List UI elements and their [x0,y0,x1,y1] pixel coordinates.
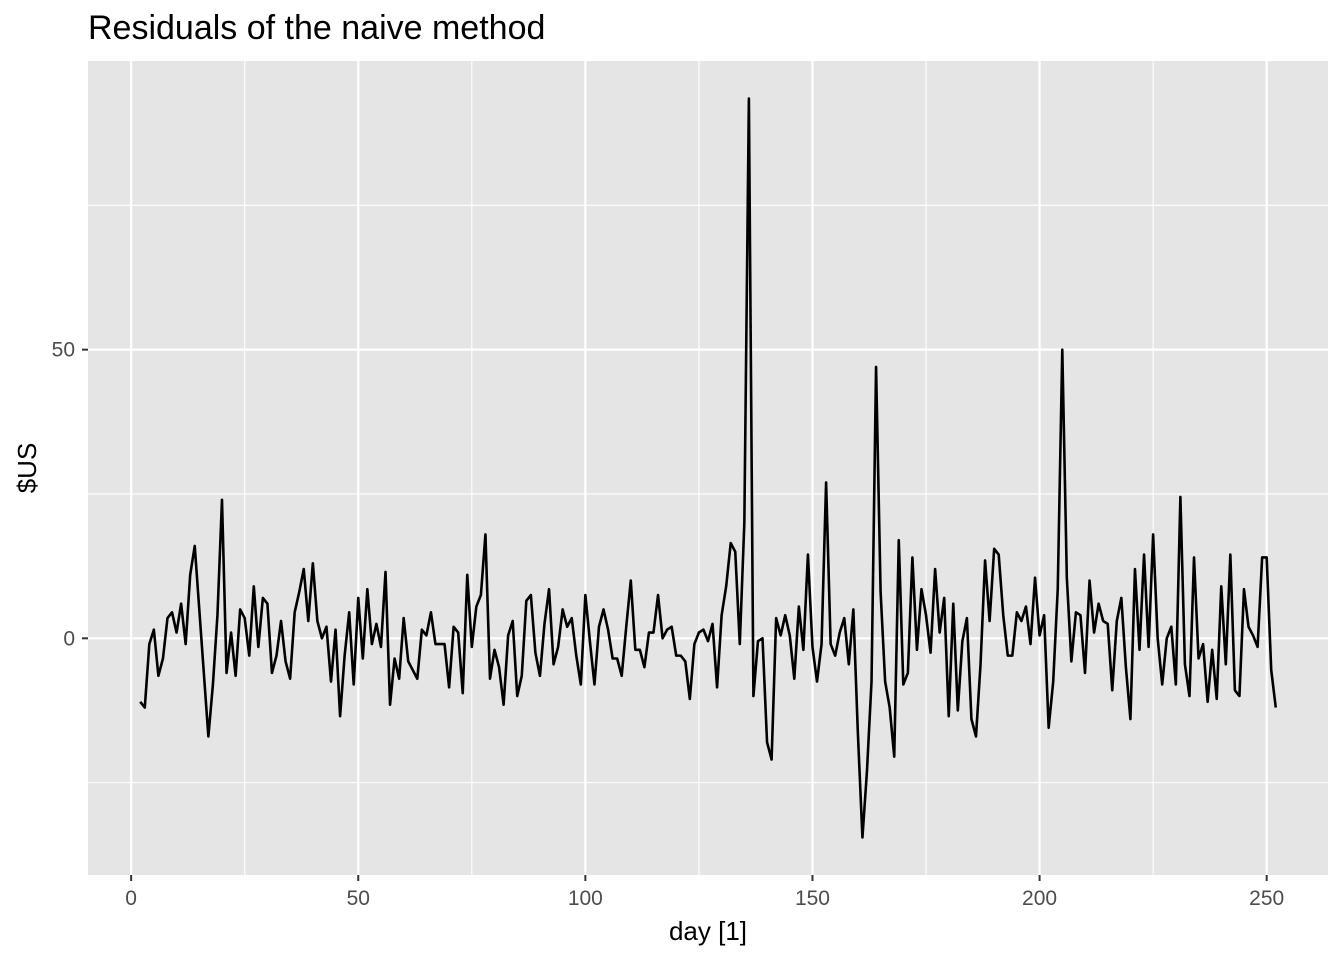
x-tick-label: 50 [347,887,370,910]
x-tick-label: 150 [795,887,830,910]
series-layer [139,97,1278,839]
x-tick-label: 250 [1249,887,1284,910]
major-gridlines [88,61,1328,875]
tick-labels: 0 50 100 150 200 250 0 50 [52,339,1285,910]
y-axis-title: $US [12,443,42,494]
residuals-series-line [139,97,1278,839]
x-tick-label: 100 [568,887,603,910]
x-tick-label: 0 [125,887,137,910]
x-tick-label: 200 [1022,887,1057,910]
x-axis-title: day [1] [669,916,747,946]
minor-gridlines [88,61,1328,875]
plot-panel [88,61,1328,875]
axis-ticks [82,348,1268,881]
y-tick-label: 50 [52,339,75,362]
y-tick-label: 0 [63,627,75,650]
chart-title: Residuals of the naive method [88,9,545,47]
